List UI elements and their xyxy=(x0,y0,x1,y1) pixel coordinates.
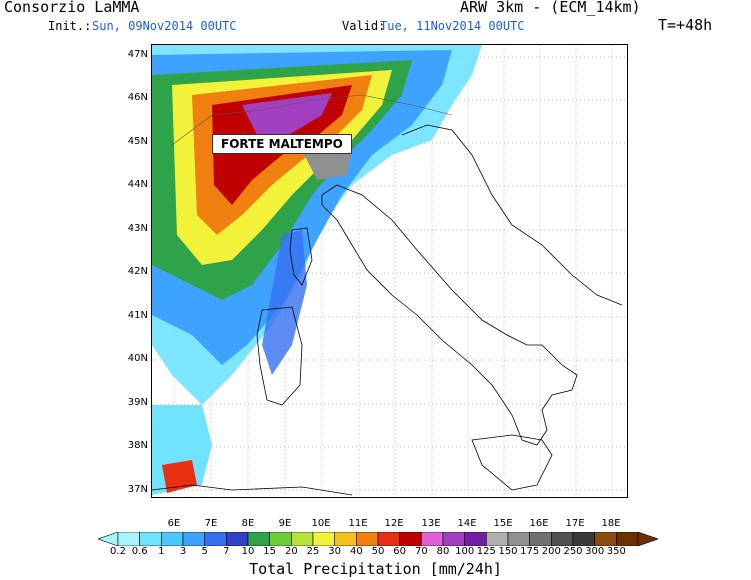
colorbar-segment xyxy=(226,532,249,546)
colorbar-segment xyxy=(377,532,400,546)
lat-label: 39N xyxy=(127,397,148,408)
colorbar-arrow-right xyxy=(637,532,658,546)
colorbar-segment xyxy=(399,532,422,546)
colorbar-tick-label: 10 xyxy=(241,546,255,557)
lat-label: 37N xyxy=(127,484,148,495)
precip-sardinia-band xyxy=(262,230,307,375)
lat-label: 38N xyxy=(127,440,148,451)
adriatic-coast xyxy=(401,124,623,306)
colorbar-segment xyxy=(529,532,552,546)
colorbar-tick-label: 100 xyxy=(455,546,475,557)
lead-time: T=+48h xyxy=(658,16,713,34)
colorbar-segment xyxy=(442,532,465,546)
colorbar-title: Total Precipitation [mm/24h] xyxy=(249,560,502,578)
lat-label: 43N xyxy=(127,223,148,234)
lon-label: 16E xyxy=(529,518,549,529)
valid-value: Tue, 11Nov2014 00UTC xyxy=(380,19,525,33)
colorbar-tick-label: 5 xyxy=(201,546,208,557)
colorbar-tick-label: 70 xyxy=(414,546,428,557)
colorbar-tick-label: 30 xyxy=(328,546,342,557)
colorbar-segment xyxy=(572,532,595,546)
lat-label: 40N xyxy=(127,353,148,364)
sicily xyxy=(471,434,553,491)
lat-label: 41N xyxy=(127,310,148,321)
lon-label: 8E xyxy=(241,518,255,529)
lon-label: 15E xyxy=(493,518,513,529)
lon-label: 14E xyxy=(457,518,477,529)
corsica xyxy=(289,227,313,286)
colorbar-segment xyxy=(182,532,205,546)
lon-label: 11E xyxy=(348,518,368,529)
precip-sicily-core xyxy=(162,460,197,493)
lon-label: 12E xyxy=(384,518,404,529)
lon-label: 17E xyxy=(565,518,585,529)
init-value: Sun, 09Nov2014 00UTC xyxy=(92,19,237,33)
coastlines xyxy=(152,94,623,496)
precip-purple-core xyxy=(242,93,332,145)
colorbar-tick-label: 200 xyxy=(541,546,561,557)
lon-label: 6E xyxy=(167,518,181,529)
colorbar-tick-label: 350 xyxy=(606,546,626,557)
lon-label: 13E xyxy=(421,518,441,529)
colorbar-segment xyxy=(247,532,270,546)
lat-label: 42N xyxy=(127,266,148,277)
colorbar-tick-label: 0.2 xyxy=(110,546,126,557)
colorbar-segment xyxy=(421,532,444,546)
sardinia xyxy=(256,306,303,406)
alps-border xyxy=(171,94,453,146)
colorbar-segment xyxy=(139,532,162,546)
severe-weather-callout: FORTE MALTEMPO xyxy=(212,134,352,154)
precipitation-map xyxy=(151,44,628,498)
colorbar-tick-label: 15 xyxy=(263,546,277,557)
colorbar-tick-label: 25 xyxy=(306,546,320,557)
colorbar-arrow-left xyxy=(98,532,119,546)
colorbar-segment xyxy=(204,532,227,546)
colorbar-tick-label: 40 xyxy=(349,546,363,557)
lon-label: 9E xyxy=(278,518,292,529)
italy-coast xyxy=(321,184,578,446)
model-title: ARW 3km - (ECM_14km) xyxy=(460,0,641,16)
colorbar-segment xyxy=(464,532,487,546)
colorbar-segment xyxy=(334,532,357,546)
colorbar-segment xyxy=(269,532,292,546)
africa-coast xyxy=(152,484,353,496)
lat-label: 45N xyxy=(127,136,148,147)
colorbar-segment xyxy=(486,532,509,546)
colorbar-tick-label: 0.6 xyxy=(131,546,148,557)
colorbar-tick-label: 80 xyxy=(436,546,450,557)
colorbar-tick-label: 150 xyxy=(498,546,518,557)
colorbar-tick-label: 1 xyxy=(158,546,165,557)
colorbar-tick-label: 300 xyxy=(585,546,605,557)
map-canvas xyxy=(152,45,627,497)
colorbar-tick-label: 125 xyxy=(476,546,496,557)
lat-label: 44N xyxy=(127,179,148,190)
colorbar-tick-label: 50 xyxy=(371,546,385,557)
colorbar-tick-label: 60 xyxy=(393,546,407,557)
valid-label: Valid: xyxy=(342,19,386,33)
colorbar-segment xyxy=(507,532,530,546)
init-label: Init.: xyxy=(48,19,92,33)
colorbar-tick-label: 175 xyxy=(520,546,540,557)
colorbar-tick-label: 20 xyxy=(284,546,298,557)
lon-label: 18E xyxy=(601,518,621,529)
graticule xyxy=(152,45,627,497)
colorbar-segment xyxy=(594,532,617,546)
org-title: Consorzio LaMMA xyxy=(4,0,140,16)
lon-label: 7E xyxy=(204,518,218,529)
lat-label: 47N xyxy=(127,49,148,60)
colorbar-segment xyxy=(161,532,184,546)
lon-label: 10E xyxy=(311,518,331,529)
precipitation-field xyxy=(152,45,482,495)
colorbar xyxy=(98,532,658,546)
colorbar-segment xyxy=(616,532,639,546)
colorbar-segment xyxy=(117,532,140,546)
colorbar-segment xyxy=(291,532,314,546)
colorbar-segment xyxy=(356,532,379,546)
colorbar-tick-label: 7 xyxy=(223,546,230,557)
lat-label: 46N xyxy=(127,92,148,103)
colorbar-segment xyxy=(312,532,335,546)
colorbar-tick-label: 3 xyxy=(179,546,187,557)
colorbar-tick-label: 250 xyxy=(563,546,583,557)
colorbar-segment xyxy=(551,532,574,546)
